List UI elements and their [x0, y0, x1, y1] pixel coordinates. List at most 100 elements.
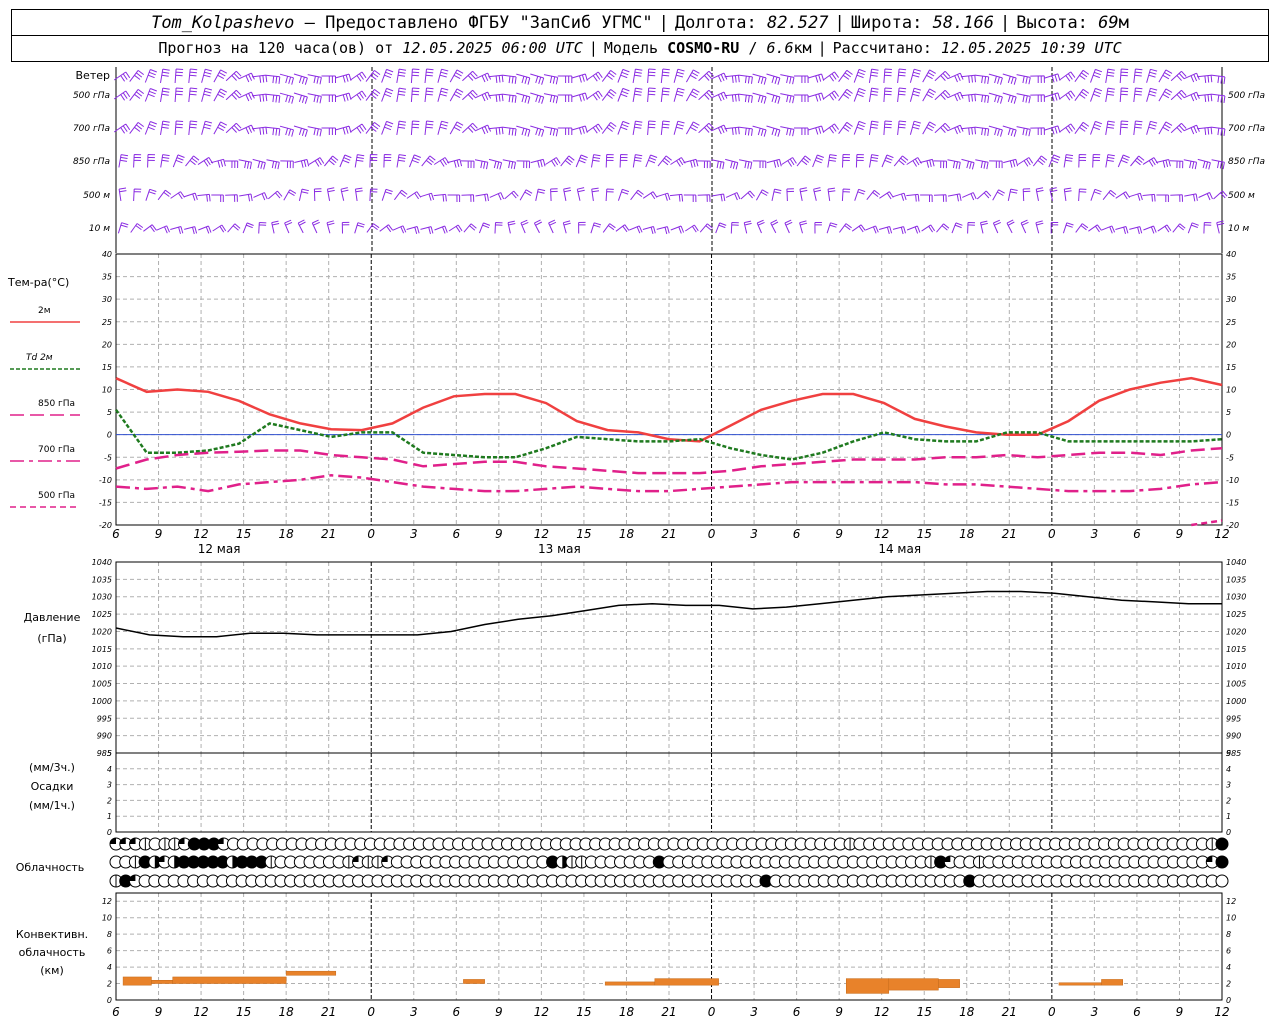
wind-barb: [1088, 224, 1102, 233]
wind-barb: [738, 74, 753, 84]
cloud-symbol: [1215, 874, 1229, 888]
precip-unit-top: (мм/3ч.): [29, 761, 75, 774]
wind-barb: [392, 225, 407, 234]
wind-barb: [548, 219, 557, 234]
temp-xtick-label: 15: [236, 527, 251, 541]
wind-barb: [293, 125, 308, 137]
wind-barb: [1142, 157, 1159, 167]
wind-barb: [697, 194, 711, 202]
wind-barb: [434, 225, 448, 234]
pressure-ytick-left: 1010: [92, 662, 112, 671]
wind-barb: [339, 154, 352, 168]
conv-xtick-label: 6: [793, 1005, 801, 1019]
wind-barb: [868, 120, 879, 135]
wind-barb: [1006, 219, 1015, 234]
conv-xtick-label: 6: [112, 1005, 120, 1019]
wind-barb: [1183, 91, 1200, 102]
pressure-ytick-left: 985: [97, 749, 112, 758]
wind-barb: [1035, 187, 1044, 201]
wind-barb: [642, 226, 656, 235]
wind-barb: [893, 155, 909, 167]
wind-barb: [354, 222, 365, 234]
wind-barb: [326, 220, 335, 234]
wind-barb: [1030, 94, 1045, 103]
temp-xtick-label: 18: [959, 527, 975, 541]
pressure-ytick-left: 1000: [92, 697, 112, 706]
wind-barb: [225, 194, 238, 202]
temp-xtick-label: 9: [835, 527, 843, 541]
wind-barb: [883, 87, 892, 103]
wind-barb: [1197, 93, 1213, 102]
wind-barb: [934, 70, 951, 82]
wind-barb: [321, 94, 336, 102]
wind-barb: [1119, 87, 1129, 103]
wind-barb: [630, 189, 644, 201]
conv-cloud-bar: [604, 981, 656, 986]
wind-barb: [557, 127, 573, 135]
temp-xtick-label: 9: [155, 527, 163, 541]
wind-barb: [238, 159, 252, 170]
conv-xtick-label: 15: [576, 1005, 591, 1019]
temp-series-t2m: [115, 376, 1223, 443]
wind-barb: [947, 159, 961, 170]
wind-barb: [822, 123, 840, 134]
cloud-symbol-quarter: [129, 838, 136, 844]
pressure-ytick-left: 995: [97, 714, 112, 723]
conv-ytick-right: 2: [1226, 980, 1231, 989]
wind-barb: [520, 219, 529, 234]
wind-barb: [632, 68, 643, 83]
wind-level-label-left: 500 гПа: [73, 91, 110, 101]
wind-barb: [267, 190, 283, 200]
wind-barb: [960, 126, 976, 135]
wind-barb: [962, 192, 977, 201]
conv-xtick-label: 9: [1176, 1005, 1184, 1019]
wind-barb: [421, 155, 436, 167]
wind-barb: [1102, 189, 1117, 201]
wind-barb: [396, 68, 407, 83]
wind-barb: [369, 188, 378, 202]
wind-barb: [1063, 187, 1072, 201]
wind-barb: [794, 94, 809, 103]
wind-barb: [1075, 223, 1089, 233]
wind-barb: [188, 87, 198, 103]
wind-barb: [724, 126, 740, 135]
conv-ytick-right: 12: [1226, 897, 1236, 906]
wind-barb: [1003, 158, 1019, 168]
wind-barb: [906, 193, 920, 202]
temp-ytick-left: 15: [102, 363, 112, 372]
wind-barb: [462, 89, 478, 101]
wind-barb: [909, 87, 921, 102]
cloud-symbol-quarter: [381, 856, 388, 862]
wind-barb: [488, 93, 504, 102]
wind-barb: [617, 120, 630, 135]
wind-barb: [586, 123, 603, 134]
wind-barb: [647, 87, 656, 103]
wind-barb: [771, 188, 782, 202]
pressure-ytick-left: 990: [97, 732, 112, 741]
wind-barb: [280, 160, 294, 169]
wind-barb: [988, 125, 1003, 137]
lon-label: Долгота:: [674, 12, 757, 33]
wind-barb: [174, 120, 184, 136]
precip-ytick-left: 5: [107, 749, 112, 758]
wind-barb: [133, 154, 142, 168]
wind-barb: [711, 72, 728, 83]
pressure-ytick-right: 1025: [1226, 610, 1246, 619]
wind-barb: [698, 122, 714, 134]
wind-barb: [1170, 194, 1183, 202]
wind-barb: [1022, 188, 1031, 202]
wind-barb: [1105, 87, 1115, 102]
wind-barb: [409, 154, 421, 168]
cloud-symbol-overcast: [1215, 855, 1229, 869]
wind-barb: [711, 159, 725, 170]
wind-barb: [673, 87, 685, 102]
precip-frame: [115, 752, 1223, 833]
wind-barb: [989, 160, 1003, 169]
wind-barb: [660, 68, 670, 84]
wind-barb: [853, 120, 866, 135]
wind-barb: [1030, 127, 1045, 136]
wind-barb: [279, 125, 294, 137]
wind-barb: [615, 224, 630, 233]
pressure-ytick-right: 990: [1226, 732, 1241, 741]
